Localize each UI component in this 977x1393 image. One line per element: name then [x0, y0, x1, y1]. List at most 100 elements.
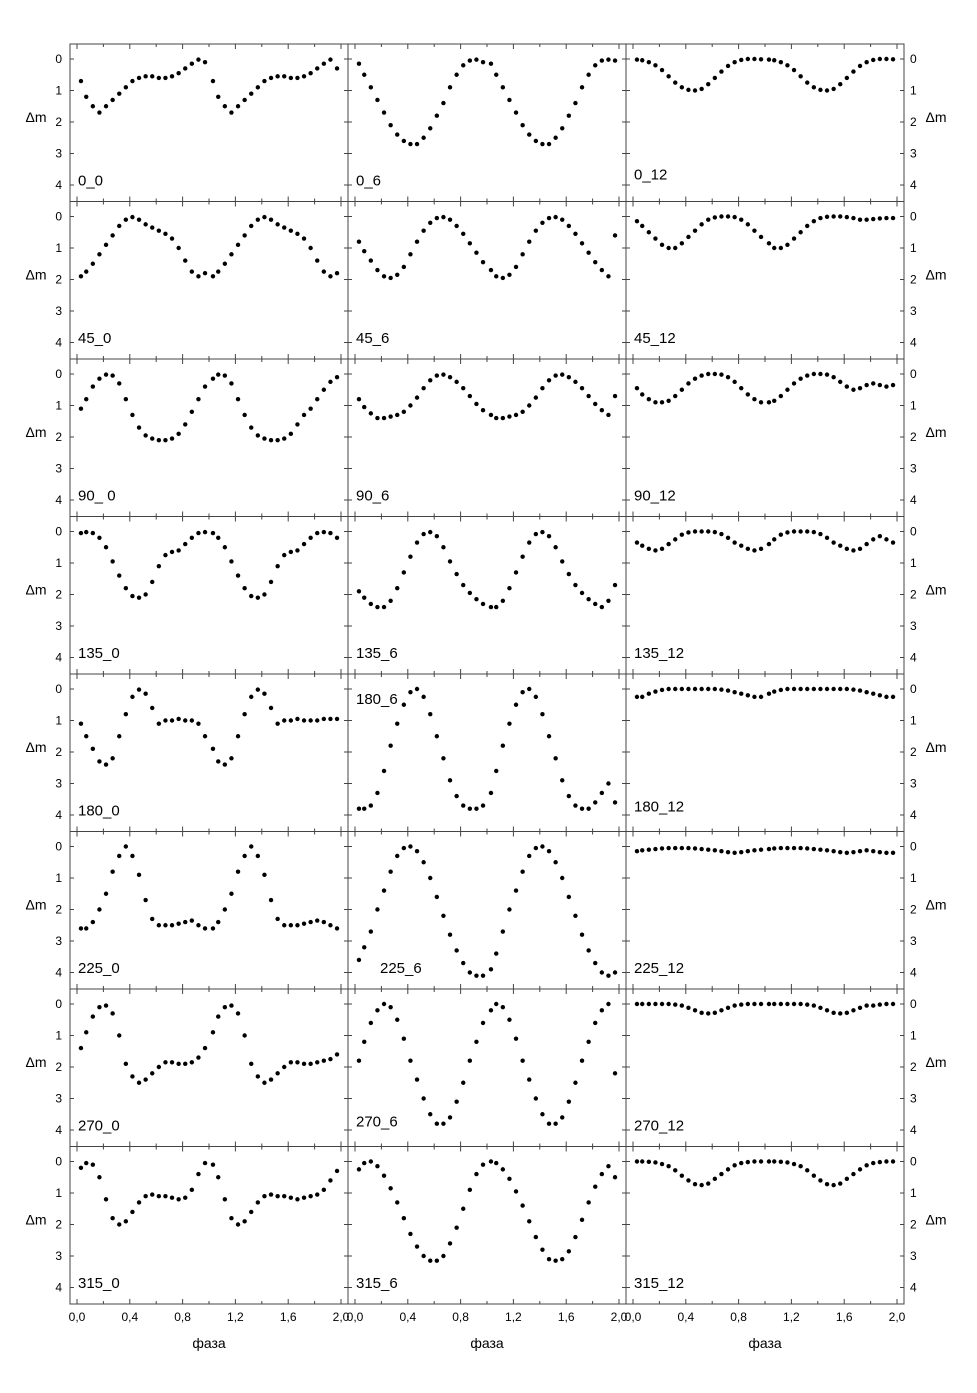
- data-point: [275, 437, 280, 443]
- data-point: [136, 687, 142, 692]
- data-point: [467, 1058, 473, 1063]
- data-point: [275, 1193, 280, 1199]
- data-point: [408, 252, 413, 257]
- data-point: [156, 75, 162, 81]
- data-point: [798, 376, 803, 381]
- data-point: [321, 529, 327, 535]
- data-point: [686, 381, 691, 386]
- data-point: [752, 1001, 757, 1007]
- data-point: [844, 686, 850, 692]
- y-tick-label-left: 1: [55, 84, 62, 98]
- data-point: [599, 790, 605, 796]
- data-point: [679, 532, 685, 537]
- data-point: [401, 570, 407, 575]
- data-point: [143, 1193, 148, 1199]
- data-point: [739, 1160, 744, 1166]
- data-point: [593, 1184, 598, 1189]
- data-point: [428, 529, 433, 535]
- data-point: [719, 687, 724, 692]
- data-point: [890, 57, 896, 62]
- data-point: [877, 849, 883, 855]
- y-tick-label-left: 3: [55, 619, 62, 633]
- data-point: [758, 1159, 764, 1164]
- data-point: [321, 61, 327, 66]
- data-point: [375, 415, 380, 421]
- data-point: [375, 97, 380, 103]
- data-point: [778, 845, 784, 851]
- data-point: [123, 85, 129, 90]
- data-point: [381, 604, 387, 610]
- data-point: [447, 217, 453, 222]
- x-tick-label: 1,6: [836, 1310, 853, 1324]
- data-point: [434, 894, 440, 900]
- data-point: [447, 932, 453, 937]
- x-tick-label: 1,6: [558, 1310, 575, 1324]
- data-point: [202, 1160, 208, 1166]
- data-point: [150, 1071, 155, 1076]
- data-point: [890, 540, 896, 545]
- data-point: [421, 135, 426, 140]
- data-point: [229, 110, 234, 115]
- data-point: [766, 400, 772, 405]
- data-point: [467, 393, 473, 399]
- data-point: [673, 393, 678, 399]
- data-point: [719, 214, 724, 219]
- data-point: [268, 897, 274, 903]
- data-point: [520, 1203, 525, 1208]
- data-point: [546, 1256, 552, 1262]
- y-tick-label-left: 1: [55, 714, 62, 728]
- data-point: [540, 141, 545, 147]
- data-point: [634, 1159, 640, 1164]
- data-point: [838, 686, 843, 692]
- data-point: [421, 860, 426, 865]
- data-point: [163, 923, 168, 928]
- data-point: [196, 274, 201, 279]
- data-point: [864, 848, 869, 853]
- data-point: [454, 1225, 459, 1230]
- data-point: [130, 214, 135, 220]
- data-point: [362, 595, 367, 600]
- data-point: [90, 746, 96, 752]
- data-point: [772, 58, 777, 63]
- data-point: [573, 100, 578, 106]
- data-point: [805, 80, 810, 85]
- data-point: [110, 373, 115, 378]
- data-point: [606, 598, 611, 603]
- data-point: [110, 233, 115, 238]
- x-tick-label: 0,4: [399, 1310, 416, 1324]
- data-point: [745, 392, 751, 397]
- data-point: [97, 110, 102, 115]
- y-axis-label-left: Δm: [25, 1054, 46, 1070]
- data-point: [328, 530, 333, 536]
- data-point: [679, 1173, 685, 1178]
- data-point: [520, 252, 525, 257]
- data-point: [447, 1115, 453, 1120]
- y-tick-label-left: 2: [55, 1218, 62, 1232]
- data-point: [480, 973, 486, 978]
- data-point: [334, 926, 340, 931]
- data-point: [156, 228, 162, 233]
- data-point: [216, 269, 221, 274]
- data-point: [745, 56, 751, 62]
- data-point: [758, 57, 764, 62]
- panel-90_12: 90_12: [625, 358, 905, 517]
- data-point: [235, 734, 241, 739]
- data-point: [712, 1176, 718, 1182]
- data-point: [202, 59, 208, 65]
- data-point: [428, 1112, 433, 1117]
- data-point: [653, 236, 658, 241]
- data-point: [183, 422, 188, 427]
- y-axis-label-right: Δm: [925, 424, 946, 440]
- data-point: [785, 686, 790, 692]
- data-point: [202, 734, 208, 739]
- data-point: [857, 849, 863, 854]
- data-point: [785, 845, 790, 851]
- data-point: [282, 436, 287, 441]
- data-point: [189, 918, 195, 923]
- data-point: [176, 716, 181, 722]
- data-point: [183, 541, 188, 547]
- data-point: [268, 1192, 274, 1197]
- data-point: [381, 888, 387, 893]
- data-point: [818, 371, 823, 377]
- data-point: [395, 1017, 400, 1022]
